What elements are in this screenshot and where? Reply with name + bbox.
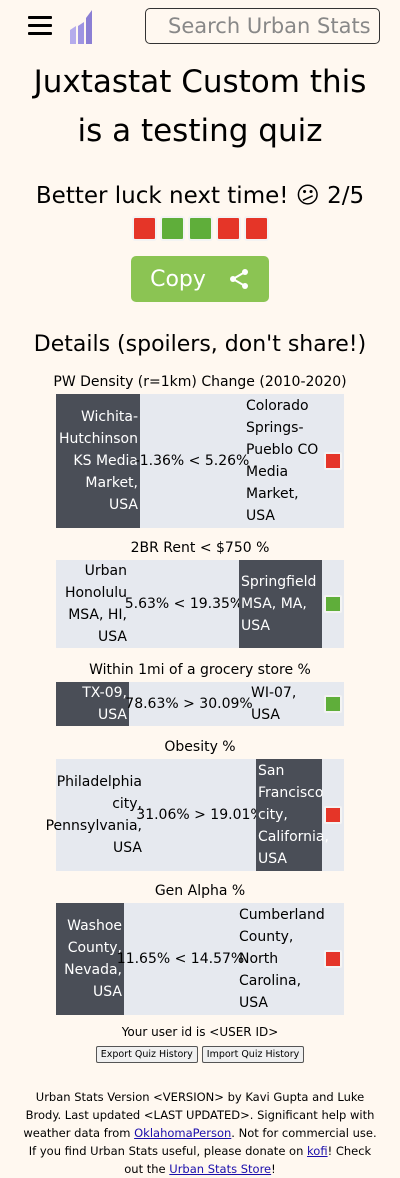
result-square-5-red	[243, 216, 269, 241]
comparison-values: 5.63% < 19.35%	[124, 596, 244, 612]
question-label: Within 1mi of a grocery store %	[89, 662, 311, 678]
copy-label: Copy	[150, 266, 206, 292]
left-region: Washoe County, Nevada, USA	[56, 903, 124, 1015]
menu-icon[interactable]	[28, 16, 52, 36]
question-label: Obesity %	[164, 739, 236, 755]
comparison-values: 31.06% > 19.01%	[136, 807, 264, 823]
left-region: Philadelphia city, Pennsylvania, USA	[45, 774, 143, 856]
incorrect-mark-icon	[324, 452, 342, 470]
question-label: 2BR Rent < $750 %	[130, 540, 270, 556]
urban-stats-logo-icon[interactable]	[68, 8, 96, 44]
quiz-history-buttons: Export Quiz History Import Quiz History	[0, 1046, 400, 1063]
incorrect-mark-icon	[324, 950, 342, 968]
incorrect-mark-icon	[324, 806, 342, 824]
question-row: Philadelphia city, Pennsylvania, USA 31.0…	[45, 759, 344, 871]
question-row: Wichita-Hutchinson KS Media Market, USA -…	[56, 394, 344, 528]
search-input[interactable]	[145, 8, 380, 44]
comparison-values: 11.65% < 14.57%	[116, 951, 245, 967]
copy-button[interactable]: Copy	[131, 256, 269, 302]
footer-text-4: !	[271, 1162, 276, 1176]
right-region: Colorado Springs-Pueblo CO Media Market,…	[246, 398, 319, 524]
correct-mark-icon	[324, 595, 342, 613]
right-region: Cumberland County, North Carolina, USA	[239, 907, 325, 1011]
result-square-3-green	[187, 216, 213, 241]
result-text: Better luck next time! 😕 2/5	[35, 183, 365, 209]
footer: Urban Stats Version <VERSION> by Kavi Gu…	[18, 1088, 382, 1178]
question-row: Urban Honolulu MSA, HI, USA 5.63% < 19.35…	[56, 560, 344, 648]
result-squares	[0, 216, 400, 241]
page-title: Juxtastat Custom this is a testing quiz	[33, 64, 367, 149]
question-label: Gen Alpha %	[154, 883, 246, 899]
correct-mark-icon	[324, 695, 342, 713]
left-region: Urban Honolulu MSA, HI, USA	[64, 563, 127, 645]
footer-text-2: . Not for commercial use. If you find Ur…	[28, 1126, 377, 1158]
comparison-values: 78.63% > 30.09%	[125, 696, 253, 712]
share-icon	[229, 269, 248, 289]
question-label: PW Density (r=1km) Change (2010-2020)	[53, 374, 347, 390]
right-region: Springfield MSA, MA, USA	[239, 560, 322, 648]
comparison-values: -1.36% < 5.26%	[134, 453, 250, 469]
urban-stats-store-link[interactable]: Urban Stats Store	[169, 1162, 272, 1176]
import-quiz-history-button[interactable]: Import Quiz History	[201, 1046, 305, 1063]
header	[0, 0, 400, 52]
export-quiz-history-button[interactable]: Export Quiz History	[95, 1046, 198, 1063]
result-square-1-red	[131, 216, 157, 241]
details-title: Details (spoilers, don't share!)	[33, 332, 367, 357]
oklahomaperson-link[interactable]: OklahomaPerson	[134, 1126, 232, 1140]
result-square-4-red	[215, 216, 241, 241]
right-region: San Francisco city, California, USA	[256, 759, 329, 871]
question-row: TX-09, USA 78.63% > 30.09% WI-07, USA	[56, 682, 344, 726]
left-region: Wichita-Hutchinson KS Media Market, USA	[56, 394, 140, 528]
footer-text-1: Urban Stats Version <VERSION> by Kavi Gu…	[23, 1090, 375, 1140]
kofi-link[interactable]: kofi	[307, 1144, 328, 1158]
user-id-text: Your user id is <USER ID>	[121, 1025, 279, 1039]
right-region: WI-07, USA	[251, 685, 297, 723]
result-square-2-green	[159, 216, 185, 241]
question-row: Washoe County, Nevada, USA 11.65% < 14.57…	[56, 903, 344, 1015]
left-region: TX-09, USA	[56, 682, 129, 726]
